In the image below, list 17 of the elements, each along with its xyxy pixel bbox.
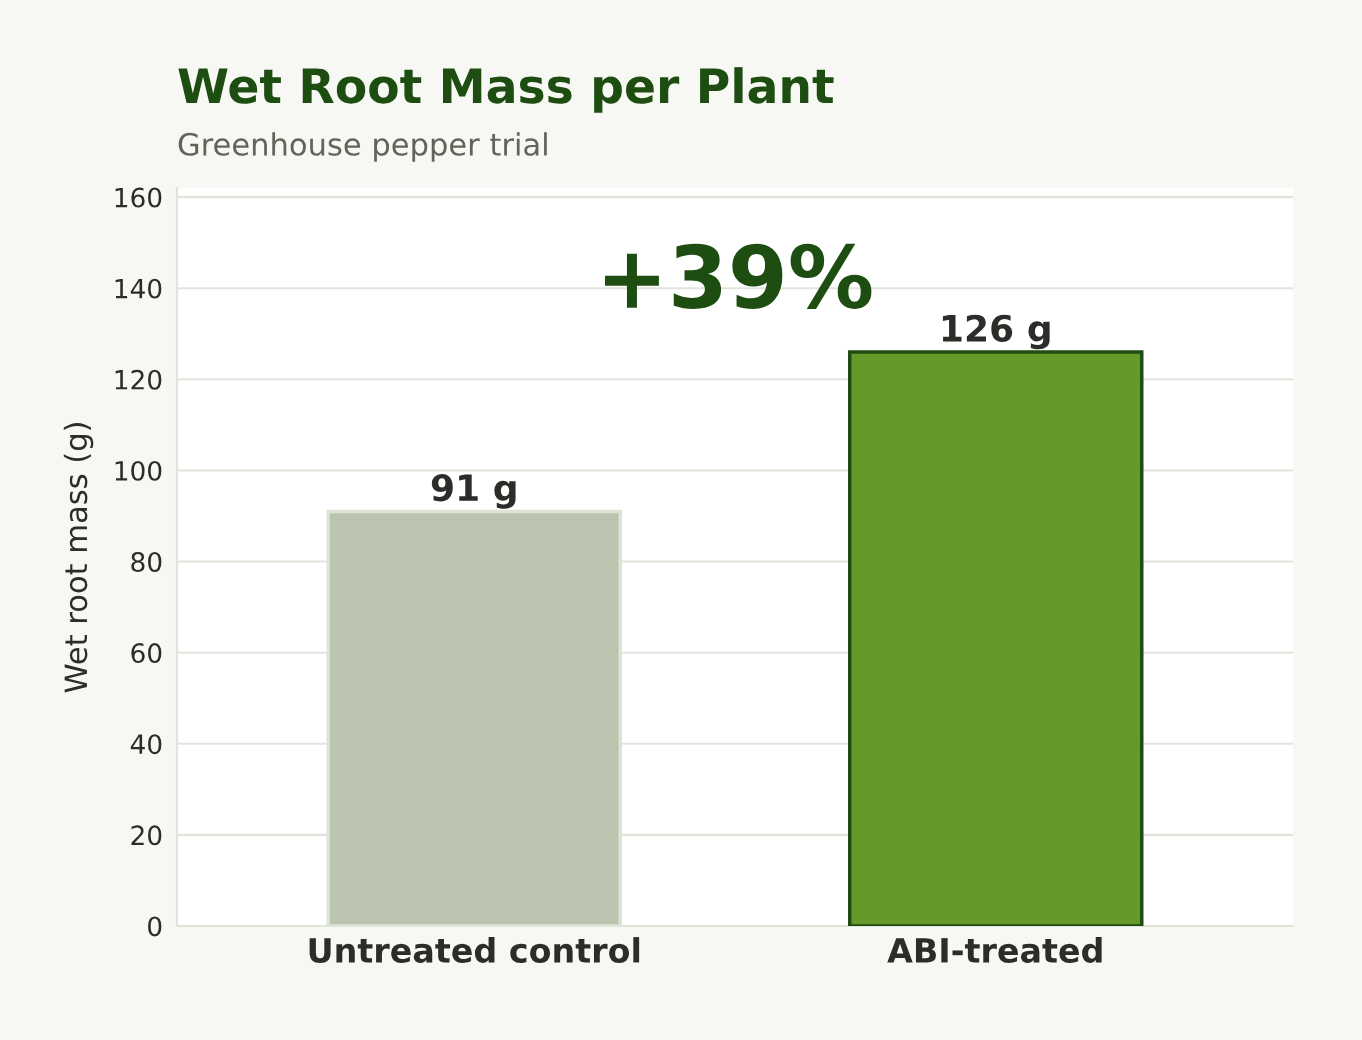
y-tick-label: 0 (148, 916, 162, 937)
y-tick-label: 40 (130, 734, 162, 755)
chart-title: Wet Root Mass per Plant (178, 67, 834, 113)
y-tick-label: 100 (115, 460, 162, 481)
data-label: 91 g (431, 474, 516, 509)
y-tick-label: 60 (131, 643, 162, 664)
y-tick-label: 120 (115, 369, 162, 390)
chart-subtitle: Greenhouse pepper trial (178, 132, 547, 162)
y-tick-label: 80 (131, 552, 162, 572)
x-tick-label: ABI-treated (887, 937, 1102, 963)
y-tick-label: 140 (115, 278, 162, 299)
annotation: +39% (604, 243, 872, 309)
data-label: 126 g (942, 314, 1050, 350)
y-tick-label: 20 (131, 825, 162, 846)
y-tick-label: 160 (115, 187, 162, 208)
x-tick-label: Untreated control (309, 937, 640, 963)
y-axis-title: Wet root mass (g) (63, 423, 94, 693)
